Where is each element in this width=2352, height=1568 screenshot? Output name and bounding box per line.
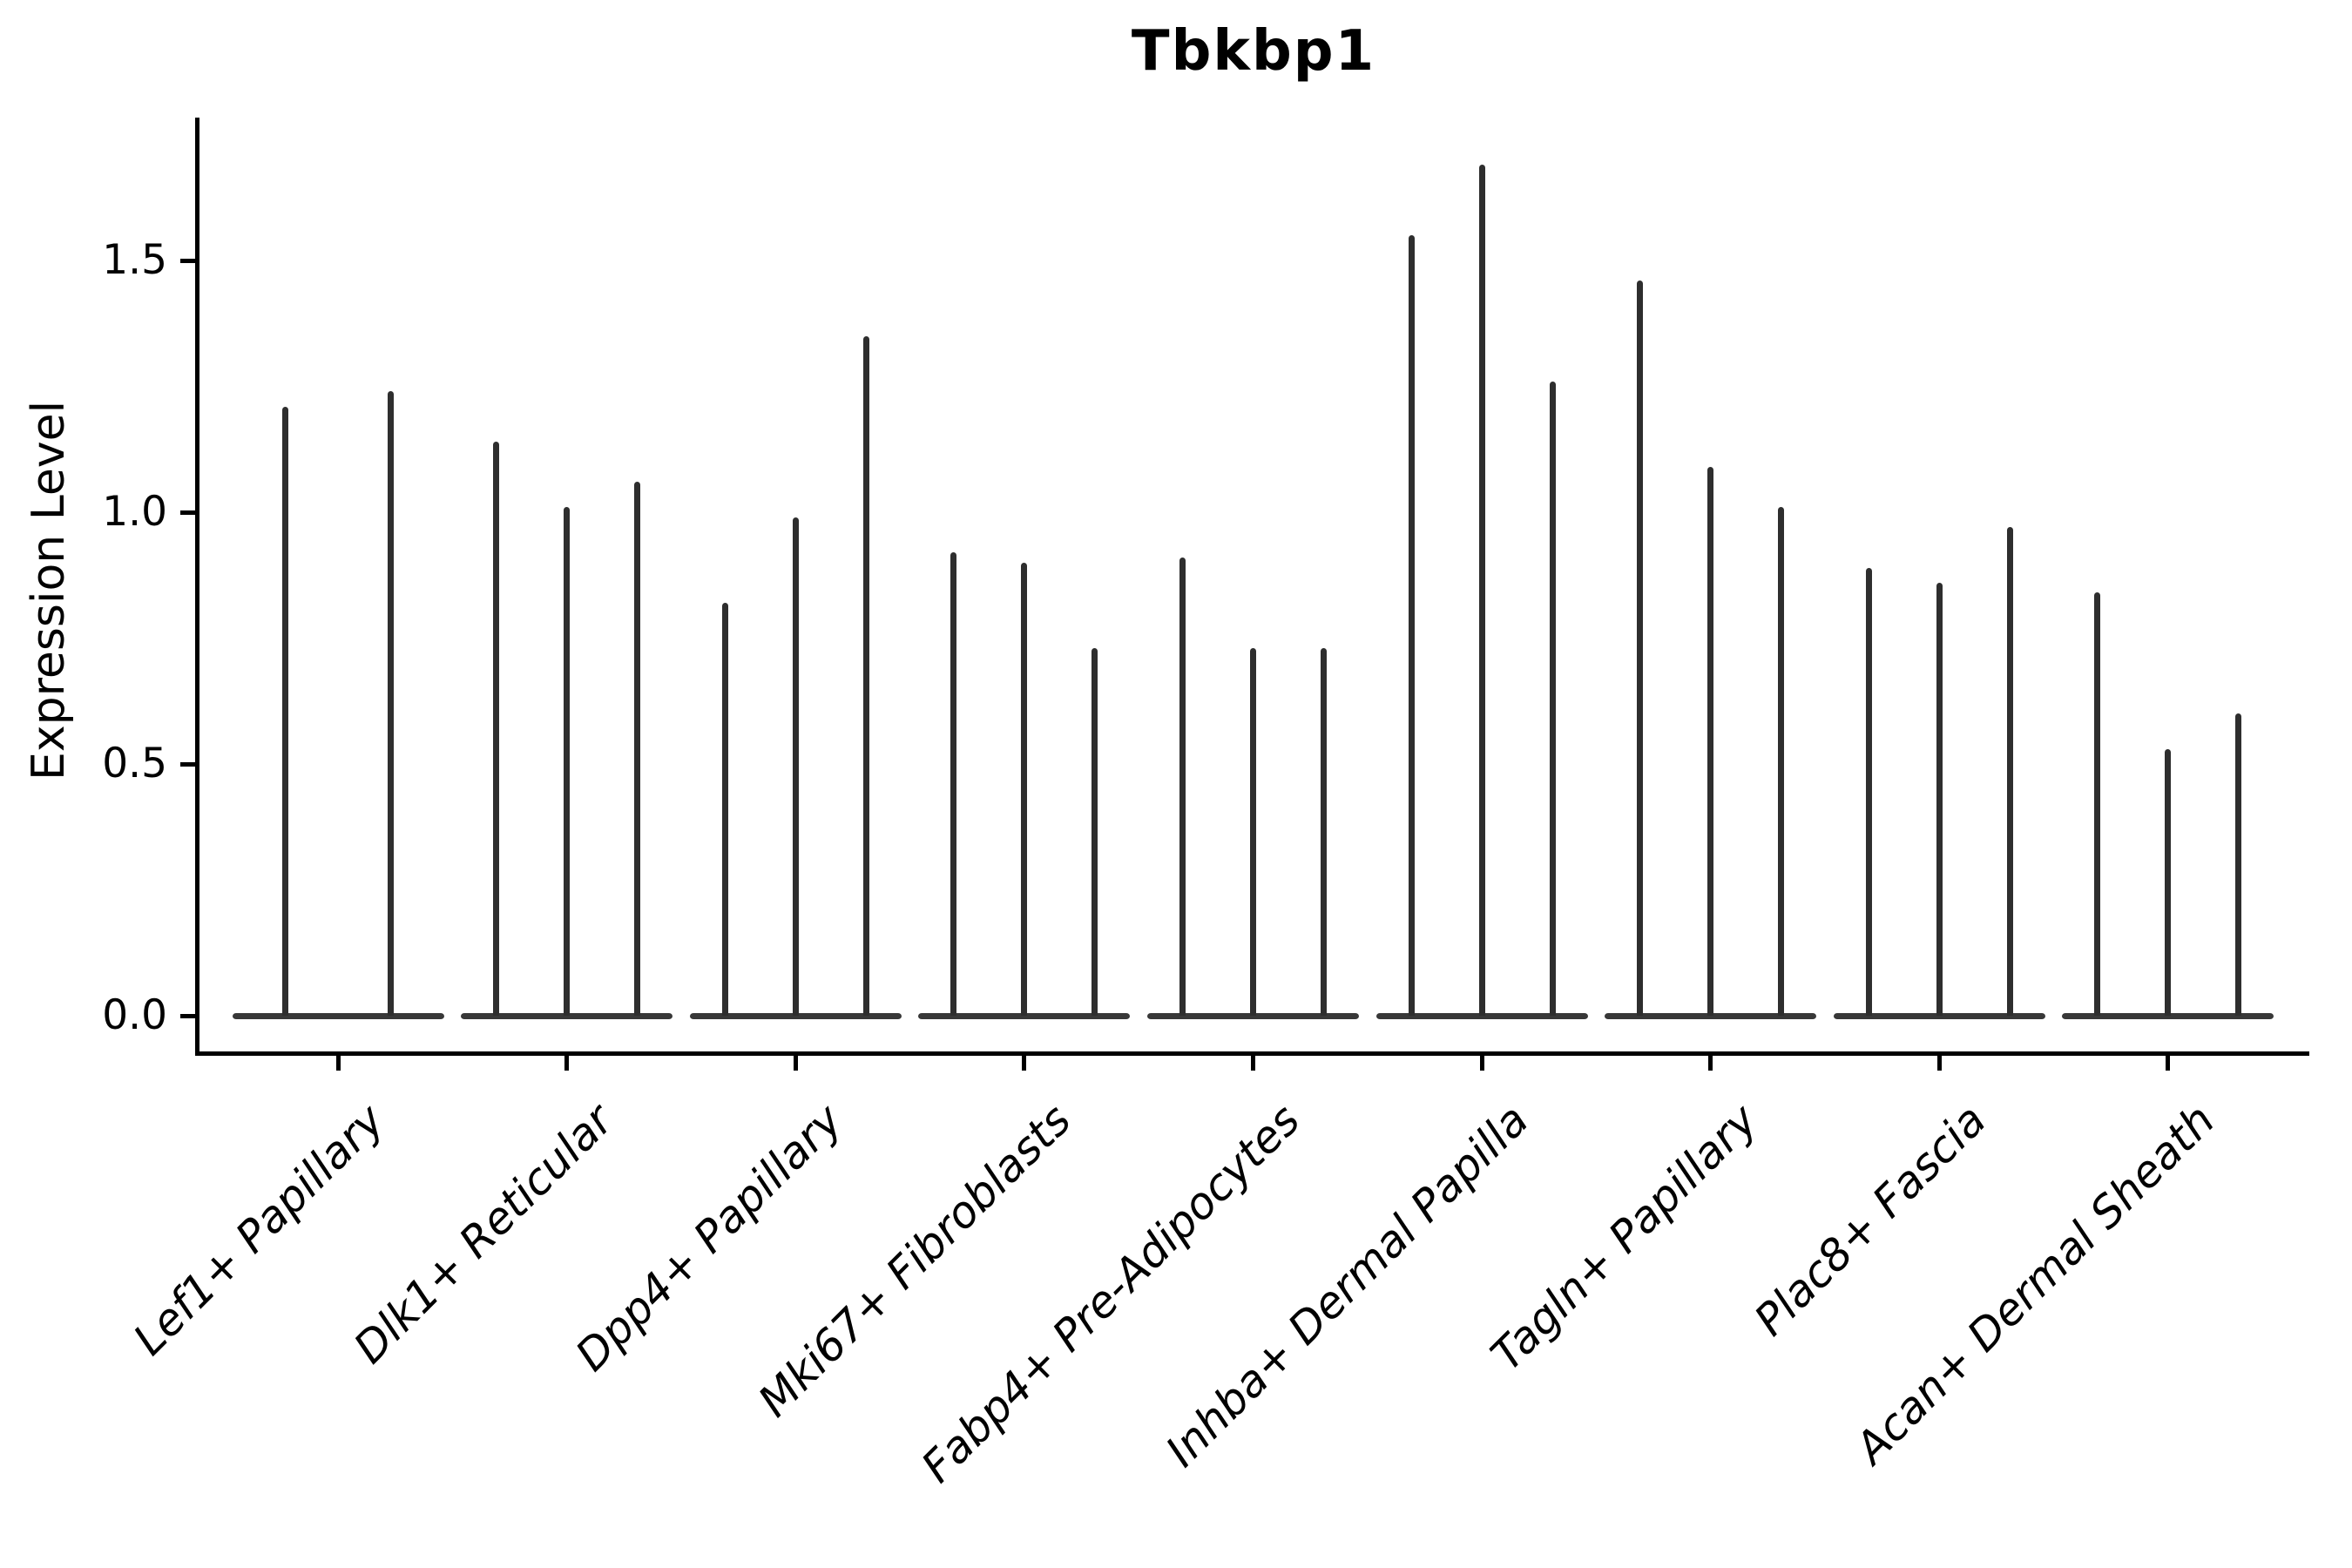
violin-base (1375, 1012, 1588, 1019)
violin-base (2062, 1012, 2274, 1019)
x-tick-mark (1022, 1056, 1027, 1071)
violin-spike (2165, 748, 2172, 1016)
violin-spike (1936, 582, 1943, 1016)
violin-spike (792, 517, 799, 1016)
y-tick-mark (180, 761, 195, 767)
violin-spike (1478, 165, 1485, 1016)
violin-base (1833, 1012, 2045, 1019)
violin-spike (1021, 562, 1028, 1016)
violin-spike (1092, 648, 1098, 1016)
violin-spike (1179, 558, 1186, 1016)
violin-spike (493, 442, 500, 1016)
x-tick-mark (1250, 1056, 1255, 1071)
y-tick-mark (180, 510, 195, 515)
violin-base (1605, 1012, 1817, 1019)
violin-spike (1637, 280, 1644, 1016)
chart-title: Tbkbp1 (1131, 19, 1376, 84)
y-tick-label: 1.5 (102, 236, 167, 284)
y-axis-label: Expression Level (23, 400, 75, 781)
y-tick-label: 0.0 (102, 991, 167, 1039)
violin-base (918, 1012, 1131, 1019)
x-tick-mark (1479, 1056, 1484, 1071)
violin-spike (721, 603, 728, 1016)
violin-base (461, 1012, 673, 1019)
violin-spike (564, 507, 571, 1016)
x-tick-mark (1708, 1056, 1713, 1071)
violin-spike (1249, 648, 1256, 1016)
violin-spike (2235, 713, 2242, 1016)
violin-spike (1320, 648, 1327, 1016)
violin-base (689, 1012, 902, 1019)
violin-spike (950, 552, 957, 1016)
violin-base (232, 1012, 444, 1019)
violin-spike (388, 391, 395, 1016)
x-tick-mark (793, 1056, 798, 1071)
x-tick-mark (335, 1056, 341, 1071)
violin-spike (634, 482, 641, 1016)
y-tick-label: 1.0 (102, 488, 167, 536)
y-axis-spine (195, 118, 199, 1056)
violin-spike (862, 335, 869, 1016)
violin-spike (1707, 466, 1714, 1016)
x-axis-label: Fabp4+ Pre-Adipocytes (911, 1094, 1310, 1493)
violin-spike (2094, 592, 2101, 1016)
x-axis-label: Lef1+ Papillary (124, 1094, 395, 1365)
y-tick-mark (180, 1013, 195, 1018)
violin-spike (1549, 381, 1556, 1016)
violin-spike (1778, 507, 1785, 1016)
x-tick-mark (2166, 1056, 2171, 1071)
y-tick-label: 0.5 (102, 740, 167, 787)
x-axis-spine (195, 1051, 2309, 1056)
violin-spike (2006, 527, 2013, 1016)
x-axis-label: Plac8+ Fascia (1744, 1094, 1996, 1346)
violin-spike (1865, 567, 1872, 1016)
y-tick-mark (180, 258, 195, 263)
violin-spike (1408, 235, 1415, 1016)
x-tick-mark (1936, 1056, 1942, 1071)
violin-base (1146, 1012, 1359, 1019)
violin-spike (281, 406, 288, 1016)
x-tick-mark (564, 1056, 570, 1071)
